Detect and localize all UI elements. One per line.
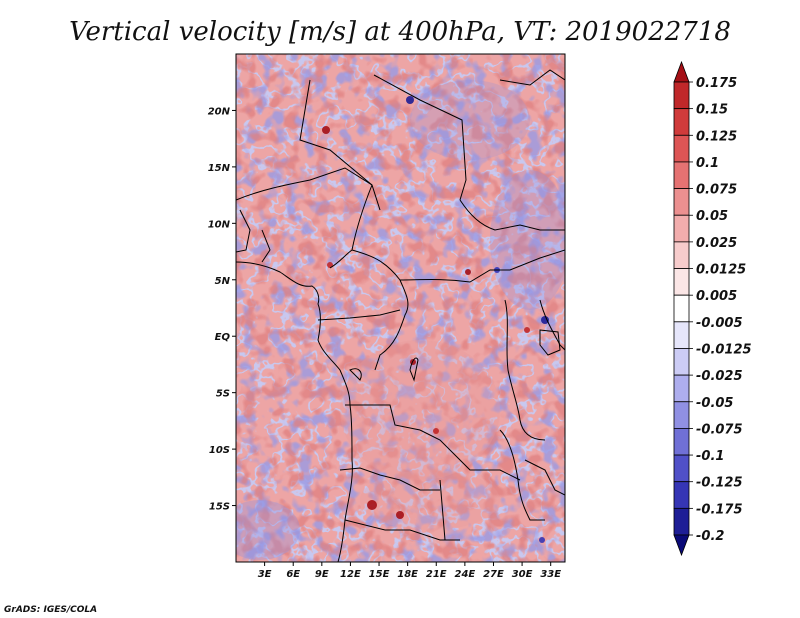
chart-title: Vertical velocity [m/s] at 400hPa, VT: 2… [69, 17, 731, 47]
y-tick-label: 10S [209, 445, 230, 456]
x-tick-label: 6E [286, 569, 300, 580]
colorbar-label: -0.175 [696, 502, 743, 517]
map-frame [235, 53, 566, 563]
colorbar-label: -0.005 [696, 316, 743, 331]
x-tick-label: 15E [369, 569, 390, 580]
x-tick-label: 9E [315, 569, 329, 580]
colorbar-label: 0.0125 [696, 263, 746, 278]
colorbar: 0.175 0.15 0.125 0.1 0.075 0.05 0.025 0.0125 0.0… [673, 60, 752, 557]
colorbar-segment [673, 268, 690, 296]
colorbar-label: -0.075 [696, 422, 743, 437]
y-tick-label: 15S [209, 502, 230, 513]
colorbar-segment [673, 454, 690, 483]
colorbar-label: 0.05 [696, 209, 728, 224]
colorbar-label: -0.05 [696, 396, 733, 411]
y-tick-label: 15N [208, 163, 231, 174]
x-tick-label: 30E [512, 569, 533, 580]
colorbar-segment [673, 188, 690, 216]
x-tick-label: 12E [340, 569, 361, 580]
colorbar-segment [673, 481, 690, 509]
x-tick-label: 3E [258, 569, 272, 580]
x-tick-label: 24E [454, 569, 475, 580]
y-tick-label: EQ [215, 332, 231, 343]
colorbar-segment [673, 161, 690, 189]
colorbar-segment [673, 108, 690, 136]
colorbar-label: 0.025 [696, 236, 737, 251]
colorbar-segment [673, 428, 690, 456]
colorbar-segment [673, 60, 690, 83]
colorbar-label: -0.2 [696, 529, 724, 544]
colorbar-label: 0.1 [696, 156, 719, 171]
credit-text: GrADS: IGES/COLA [4, 605, 97, 615]
colorbar-segment [673, 294, 690, 323]
colorbar-segment [673, 321, 690, 349]
colorbar-label: 0.005 [696, 289, 737, 304]
y-tick-label: 10N [208, 219, 231, 230]
x-tick-label: 27E [483, 569, 504, 580]
colorbar-segment [673, 534, 690, 557]
y-tick-label: 5S [216, 389, 230, 400]
colorbar-label: 0.125 [696, 129, 737, 144]
colorbar-segment [673, 348, 690, 376]
x-tick-label: 18E [397, 569, 418, 580]
colorbar-label: -0.0125 [696, 342, 752, 357]
colorbar-label: -0.1 [696, 449, 724, 464]
colorbar-label: 0.175 [696, 76, 737, 91]
colorbar-segment [673, 374, 690, 403]
colorbar-label: -0.025 [696, 369, 743, 384]
colorbar-segment [673, 507, 690, 536]
y-axis: 20N 15N 10N 5N EQ 5S 10S 15S [208, 106, 236, 513]
y-tick-label: 5N [215, 276, 231, 287]
y-tick-label: 20N [208, 106, 231, 117]
x-axis: 3E 6E 9E 12E 15E 18E 21E 24E 27E 30E 33E [258, 562, 561, 580]
x-tick-label: 33E [540, 569, 561, 580]
colorbar-label: -0.125 [696, 476, 743, 491]
colorbar-segment [673, 401, 690, 429]
colorbar-segment [673, 134, 690, 163]
x-tick-label: 21E [426, 569, 447, 580]
colorbar-label: 0.15 [696, 103, 728, 118]
colorbar-segment [673, 81, 690, 110]
colorbar-segment [673, 241, 690, 269]
country-boundaries [236, 69, 565, 562]
colorbar-segment [673, 214, 690, 243]
map-field [236, 54, 565, 562]
colorbar-label: 0.075 [696, 183, 737, 198]
